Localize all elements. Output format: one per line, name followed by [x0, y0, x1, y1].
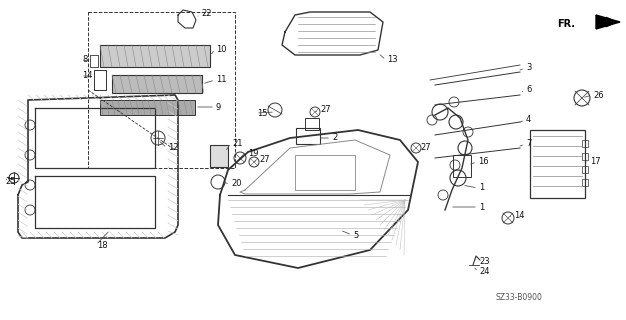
Circle shape [25, 120, 35, 130]
Bar [305, 118, 319, 130]
Text: 26: 26 [593, 91, 603, 100]
Text: 27: 27 [420, 142, 431, 151]
Text: 9: 9 [216, 102, 221, 111]
Text: 12: 12 [168, 143, 178, 153]
Bar [100, 100, 195, 115]
Text: 25: 25 [5, 177, 16, 186]
Text: 21: 21 [232, 139, 242, 148]
Text: 10: 10 [216, 44, 227, 53]
Text: 16: 16 [478, 157, 489, 166]
Text: 14: 14 [82, 71, 93, 81]
Text: 27: 27 [259, 155, 270, 164]
Text: 19: 19 [248, 149, 259, 158]
Bar [582, 166, 588, 173]
Text: 27: 27 [320, 106, 331, 115]
Text: 24: 24 [479, 268, 490, 276]
Bar [210, 145, 228, 167]
Text: 23: 23 [479, 258, 490, 267]
Text: 3: 3 [526, 63, 531, 73]
Text: 22: 22 [201, 10, 212, 19]
Circle shape [25, 205, 35, 215]
Bar [453, 155, 471, 177]
Text: 20: 20 [231, 180, 242, 188]
Bar [530, 130, 585, 198]
Bar [295, 155, 355, 190]
Bar [582, 179, 588, 186]
Text: SZ33-B0900: SZ33-B0900 [495, 293, 542, 302]
Text: 7: 7 [526, 140, 531, 148]
Text: 18: 18 [97, 241, 108, 250]
Circle shape [25, 150, 35, 160]
Text: 17: 17 [590, 157, 600, 166]
Bar [100, 45, 210, 67]
Polygon shape [596, 15, 620, 29]
Text: 1: 1 [479, 183, 485, 193]
Text: 8: 8 [82, 55, 88, 65]
Text: 1: 1 [479, 203, 485, 212]
Bar [112, 75, 202, 93]
Text: 2: 2 [332, 133, 337, 142]
Bar [582, 153, 588, 160]
Text: 11: 11 [216, 76, 227, 84]
Bar [582, 140, 588, 147]
Bar [94, 70, 106, 90]
Bar [296, 128, 320, 144]
Text: 4: 4 [526, 116, 531, 124]
Circle shape [25, 180, 35, 190]
Text: 13: 13 [387, 55, 398, 65]
Text: FR.: FR. [557, 19, 575, 29]
Text: 5: 5 [353, 230, 358, 239]
Text: 14: 14 [514, 211, 525, 220]
Text: 15: 15 [257, 108, 267, 117]
Text: 6: 6 [526, 85, 531, 94]
Bar [90, 55, 98, 67]
